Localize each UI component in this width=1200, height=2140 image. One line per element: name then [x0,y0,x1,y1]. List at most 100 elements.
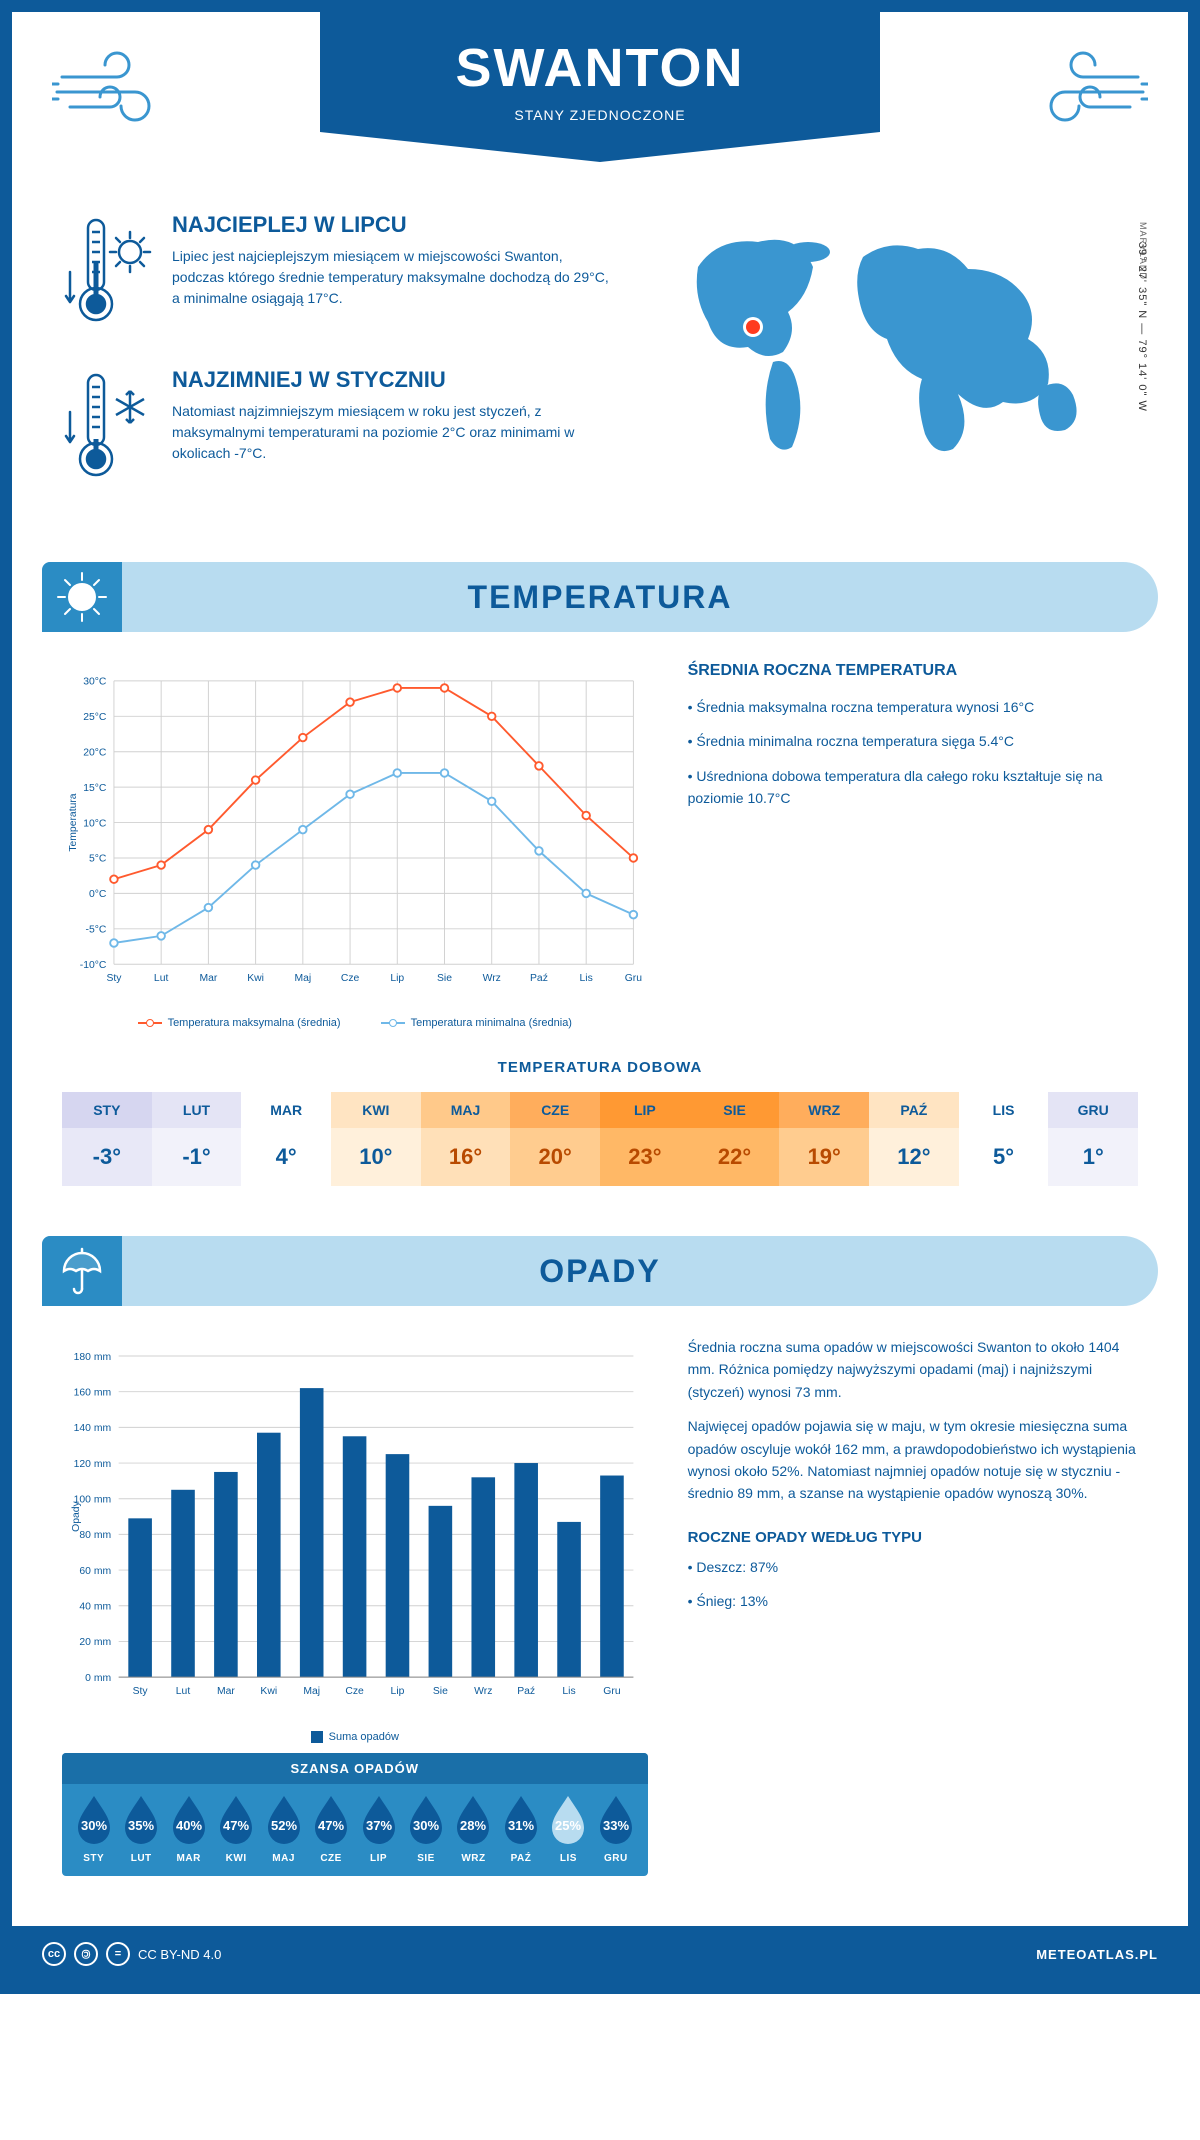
footer: cc 🄯 = CC BY-ND 4.0 METEOATLAS.PL [12,1926,1188,1982]
svg-text:28%: 28% [460,1818,486,1833]
precip-summary-2: Najwięcej opadów pojawia się w maju, w t… [688,1415,1138,1505]
svg-text:180 mm: 180 mm [74,1352,111,1363]
svg-text:80 mm: 80 mm [79,1530,111,1541]
svg-text:Maj: Maj [294,973,311,984]
precipitation-bar-chart: 0 mm20 mm40 mm60 mm80 mm100 mm120 mm140 … [62,1336,648,1716]
thermometer-cold-icon [62,367,152,492]
svg-text:35%: 35% [128,1818,154,1833]
temperature-header: TEMPERATURA [42,562,1158,632]
svg-text:30°C: 30°C [83,677,107,688]
svg-text:160 mm: 160 mm [74,1387,111,1398]
temperature-legend: Temperatura maksymalna (średnia) Tempera… [62,1017,648,1029]
temperature-side-text: ŚREDNIA ROCZNA TEMPERATURA • Średnia mak… [688,662,1138,1029]
svg-text:Lis: Lis [562,1686,575,1697]
license-label: CC BY-ND 4.0 [138,1947,221,1962]
svg-text:-5°C: -5°C [86,925,107,936]
svg-text:Lut: Lut [176,1686,191,1697]
precipitation-header: OPADY [42,1236,1158,1306]
daily-temp-cell: KWI 10° [331,1092,421,1186]
daily-temp-table: STY -3° LUT -1° MAR 4° KWI 10° MAJ 16° C… [62,1092,1138,1186]
legend-precip: Suma opadów [311,1731,399,1743]
svg-text:25°C: 25°C [83,712,107,723]
svg-text:120 mm: 120 mm [74,1459,111,1470]
svg-text:Temperatura: Temperatura [68,793,79,851]
svg-text:140 mm: 140 mm [74,1423,111,1434]
legend-swatch-min [381,1022,405,1024]
svg-text:31%: 31% [508,1818,534,1833]
intro-text-column: NAJCIEPLEJ W LIPCU Lipiec jest najcieple… [62,212,618,522]
svg-text:-10°C: -10°C [80,960,107,971]
temperature-body: -10°C-5°C0°C5°C10°C15°C20°C25°C30°CStyLu… [12,632,1188,1059]
svg-text:Mar: Mar [199,973,217,984]
page: SWANTON STANY ZJEDNOCZONE [0,0,1200,1994]
precipitation-title: OPADY [539,1253,660,1290]
svg-text:Lut: Lut [154,973,169,984]
svg-text:Cze: Cze [345,1686,364,1697]
svg-text:30%: 30% [81,1818,107,1833]
annual-bullet-1: • Średnia maksymalna roczna temperatura … [688,696,1138,718]
city-title: SWANTON [320,37,880,99]
daily-temp-cell: LUT -1° [152,1092,242,1186]
daily-temp-title: TEMPERATURA DOBOWA [62,1059,1138,1076]
legend-swatch-max [138,1022,162,1024]
footer-site: METEOATLAS.PL [1036,1947,1158,1962]
warmest-text: NAJCIEPLEJ W LIPCU Lipiec jest najcieple… [172,212,618,337]
precip-type-block: ROCZNE OPADY WEDŁUG TYPU • Deszcz: 87% •… [688,1529,1138,1613]
temperature-chart-area: -10°C-5°C0°C5°C10°C15°C20°C25°C30°CStyLu… [62,662,648,1029]
svg-text:33%: 33% [603,1818,629,1833]
warmest-block: NAJCIEPLEJ W LIPCU Lipiec jest najcieple… [62,212,618,337]
sun-icon [42,562,122,632]
footer-license: cc 🄯 = CC BY-ND 4.0 [42,1942,221,1966]
svg-text:Wrz: Wrz [474,1686,492,1697]
precip-chance-drop: 25% LIS [545,1792,592,1864]
annual-bullet-3: • Uśredniona dobowa temperatura dla całe… [688,765,1138,810]
world-map [658,212,1138,472]
daily-temperature-block: TEMPERATURA DOBOWA STY -3° LUT -1° MAR 4… [12,1059,1188,1226]
wind-icon [1008,42,1148,142]
svg-text:Sty: Sty [106,973,122,984]
coldest-title: NAJZIMNIEJ W STYCZNIU [172,367,618,393]
svg-text:Gru: Gru [625,973,643,984]
daily-temp-cell: MAJ 16° [421,1092,511,1186]
svg-text:52%: 52% [271,1818,297,1833]
legend-min-label: Temperatura minimalna (średnia) [411,1017,572,1029]
svg-text:40 mm: 40 mm [79,1602,111,1613]
annual-bullet-2: • Średnia minimalna roczna temperatura s… [688,730,1138,752]
svg-text:Maj: Maj [303,1686,320,1697]
svg-text:Sie: Sie [437,973,452,984]
svg-text:47%: 47% [223,1818,249,1833]
svg-text:20°C: 20°C [83,747,107,758]
svg-text:5°C: 5°C [89,854,107,865]
svg-text:Lip: Lip [390,973,404,984]
nd-icon: = [106,1942,130,1966]
svg-text:15°C: 15°C [83,783,107,794]
map-column: MARYLAND 39° 27' 35" N — 79° 14' 0" W [658,212,1138,522]
precip-chance-title: SZANSA OPADÓW [62,1753,648,1784]
precipitation-side-text: Średnia roczna suma opadów w miejscowośc… [688,1336,1138,1876]
temperature-line-chart: -10°C-5°C0°C5°C10°C15°C20°C25°C30°CStyLu… [62,662,648,1002]
daily-temp-cell: GRU 1° [1048,1092,1138,1186]
daily-temp-cell: STY -3° [62,1092,152,1186]
svg-text:Sty: Sty [133,1686,149,1697]
cc-icon: cc [42,1942,66,1966]
coldest-text: NAJZIMNIEJ W STYCZNIU Natomiast najzimni… [172,367,618,492]
daily-temp-cell: WRZ 19° [779,1092,869,1186]
svg-text:Paź: Paź [530,973,548,984]
precip-chance-drop: 47% CZE [307,1792,354,1864]
title-banner: SWANTON STANY ZJEDNOCZONE [320,12,880,162]
country-subtitle: STANY ZJEDNOCZONE [320,107,880,123]
legend-max-label: Temperatura maksymalna (średnia) [168,1017,341,1029]
precip-chance-drop: 37% LIP [355,1792,402,1864]
daily-temp-cell: LIS 5° [959,1092,1049,1186]
svg-text:30%: 30% [413,1818,439,1833]
daily-temp-cell: PAŹ 12° [869,1092,959,1186]
daily-temp-cell: CZE 20° [510,1092,600,1186]
precip-chance-drop: 40% MAR [165,1792,212,1864]
temperature-title: TEMPERATURA [468,579,733,616]
daily-temp-cell: SIE 22° [690,1092,780,1186]
location-marker [746,320,760,334]
svg-text:Lis: Lis [580,973,593,984]
umbrella-icon [42,1236,122,1306]
warmest-desc: Lipiec jest najcieplejszym miesiącem w m… [172,246,618,309]
svg-text:Lip: Lip [391,1686,405,1697]
